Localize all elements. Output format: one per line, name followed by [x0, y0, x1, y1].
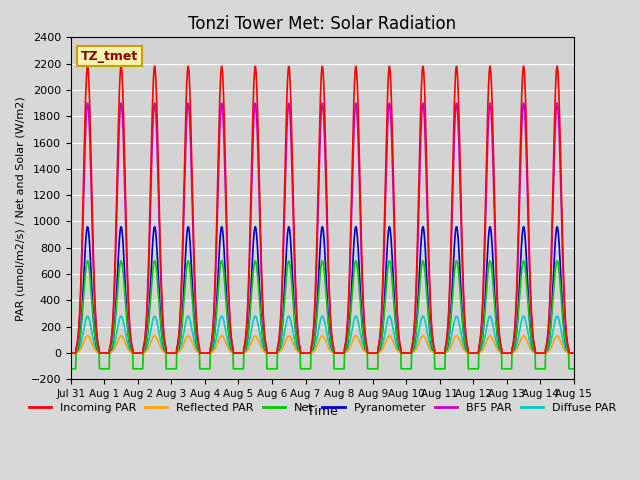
Legend: Incoming PAR, Reflected PAR, Net, Pyranometer, BF5 PAR, Diffuse PAR: Incoming PAR, Reflected PAR, Net, Pyrano… — [23, 397, 621, 418]
Title: Tonzi Tower Met: Solar Radiation: Tonzi Tower Met: Solar Radiation — [188, 15, 456, 33]
X-axis label: Time: Time — [307, 405, 338, 418]
Y-axis label: PAR (umol/m2/s) / Net and Solar (W/m2): PAR (umol/m2/s) / Net and Solar (W/m2) — [15, 96, 25, 321]
Text: TZ_tmet: TZ_tmet — [81, 49, 138, 62]
